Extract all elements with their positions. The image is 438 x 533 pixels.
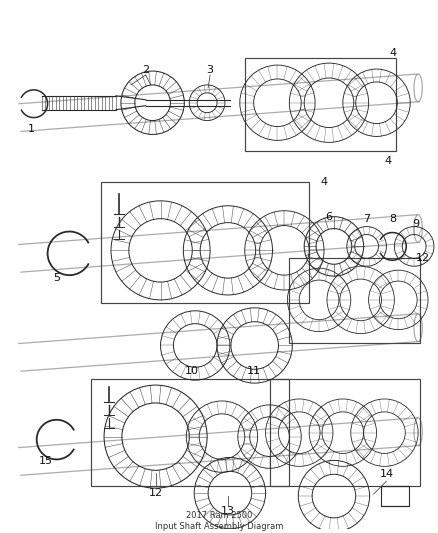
Text: 8: 8 [389,214,396,224]
Text: 2: 2 [142,65,149,75]
Bar [381,486,409,506]
Text: 4: 4 [385,156,392,166]
Text: 11: 11 [247,366,261,376]
Text: 12: 12 [416,253,430,263]
Text: 12: 12 [148,488,162,498]
Text: 14: 14 [379,469,393,479]
Text: 4: 4 [390,48,397,58]
Text: 7: 7 [363,214,370,224]
Bar [245,58,396,151]
Text: 2017 Ram 2500
Input Shaft Assembly Diagram: 2017 Ram 2500 Input Shaft Assembly Diagr… [155,511,283,530]
Text: 9: 9 [413,219,420,229]
Bar [269,379,420,486]
Bar [91,379,290,486]
Text: 10: 10 [185,366,199,376]
Text: 3: 3 [207,65,214,75]
Text: 6: 6 [325,212,332,222]
Text: 15: 15 [39,456,53,466]
Text: 1: 1 [28,125,35,134]
Text: 5: 5 [53,273,60,283]
Text: 13: 13 [221,506,235,516]
Bar [101,182,309,303]
Bar [290,259,420,343]
Text: 4: 4 [321,177,328,187]
